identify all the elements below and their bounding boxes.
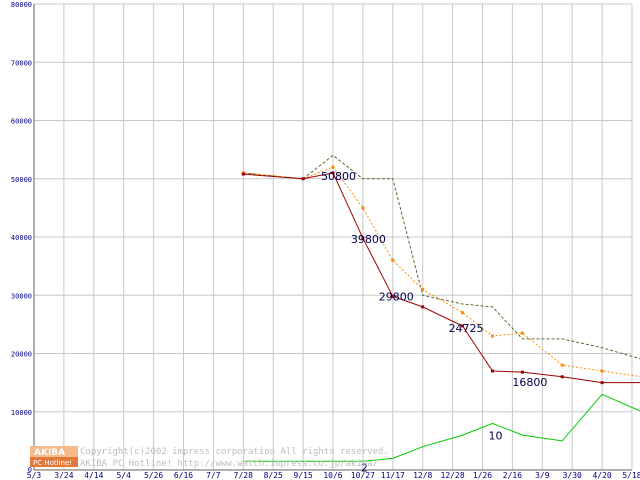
series-line-0 (243, 154, 640, 360)
y-tick-label: 10000 (11, 409, 32, 417)
series-point-2 (301, 177, 305, 181)
y-tick-label: 20000 (11, 351, 32, 359)
series-point-2 (391, 294, 395, 298)
x-tick-label: 11/17 (381, 471, 405, 480)
x-tick-label: 5/26 (144, 471, 163, 480)
x-tick-label: 10/27 (351, 471, 375, 480)
series-point-2 (421, 305, 425, 309)
y-tick-labels: 10000 20000 30000 40000 50000 60000 70000 80000… (11, 1, 32, 474)
series-point-2 (520, 370, 524, 374)
series-point-1 (361, 206, 365, 210)
x-tick-label: 2/16 (503, 471, 522, 480)
series-point-2 (461, 324, 465, 328)
series-point-1 (490, 334, 494, 338)
data-labels: 5080039800298002472516800114801980024500… (321, 170, 547, 474)
series-point-2 (361, 236, 365, 240)
watermark-url: AKIBA PC Hotline! http://www.watch.impre… (80, 459, 378, 469)
grid-lines (33, 3, 633, 470)
series-point-2 (331, 171, 335, 175)
data-label: 50800 (321, 170, 356, 183)
data-label: 39800 (351, 233, 386, 246)
data-label: 29800 (379, 290, 414, 303)
data-label: 16800 (512, 376, 547, 389)
y-tick-label: 70000 (11, 59, 32, 67)
data-label: 24725 (449, 322, 484, 335)
series-line-2 (243, 172, 640, 384)
x-tick-label: 10/6 (323, 471, 342, 480)
x-tick-label: 5/18 (622, 471, 640, 480)
series-point-1 (520, 331, 524, 335)
series-line-3 (243, 393, 640, 462)
series-point-1 (560, 363, 564, 367)
x-tick-label: 4/14 (84, 471, 103, 480)
chart-axes (33, 4, 632, 471)
y-tick-label: 80000 (11, 1, 32, 9)
series-point-2 (600, 381, 604, 385)
x-tick-label: 7/7 (206, 471, 221, 480)
x-tick-label: 6/16 (174, 471, 193, 480)
series-point-1 (421, 287, 425, 291)
x-tick-label: 8/25 (264, 471, 283, 480)
y-tick-label: 50000 (11, 176, 32, 184)
series-point-1 (331, 165, 335, 169)
watermark-badge-bottom-text: PC Hotline! (33, 459, 72, 467)
data-label: 10 (488, 429, 502, 442)
y-tick-label: 60000 (11, 118, 32, 126)
series-point-2 (560, 375, 564, 379)
x-tick-label: 12/8 (413, 471, 432, 480)
series-point-1 (461, 311, 465, 315)
y-tick-label: 30000 (11, 292, 32, 300)
series-lines (241, 154, 640, 462)
x-tick-label: 3/9 (535, 471, 550, 480)
watermark-badge-bottom (30, 457, 78, 467)
x-tick-label: 9/15 (293, 471, 312, 480)
series-point-2 (490, 369, 494, 373)
x-tick-labels: 5/3 3/24 4/14 5/4 5/26 6/16 7/7 7/28 8/25 9/15 10/… (27, 471, 640, 480)
x-tick-label: 4/20 (592, 471, 611, 480)
watermark: AKIBA PC Hotline! Copyright(c)2002 impre… (30, 446, 389, 469)
x-tick-label: 3/30 (563, 471, 582, 480)
series-point-1 (391, 258, 395, 262)
y-tick-label: 0 (28, 466, 32, 474)
series-point-1 (600, 369, 604, 373)
watermark-badge-top (30, 446, 78, 457)
x-tick-label: 1/26 (473, 471, 492, 480)
x-tick-label: 5/4 (116, 471, 131, 480)
x-tick-label: 3/24 (54, 471, 73, 480)
x-tick-label: 12/28 (441, 471, 465, 480)
watermark-badge-top-text: AKIBA (34, 448, 65, 458)
y-tick-label: 40000 (11, 234, 32, 242)
x-tick-label: 7/28 (234, 471, 253, 480)
series-point-2 (241, 172, 245, 176)
x-tick-label: 5/3 (27, 471, 42, 480)
watermark-copyright: Copyright(c)2002 impress corporation All… (80, 447, 389, 457)
data-label: 2 (361, 461, 368, 474)
